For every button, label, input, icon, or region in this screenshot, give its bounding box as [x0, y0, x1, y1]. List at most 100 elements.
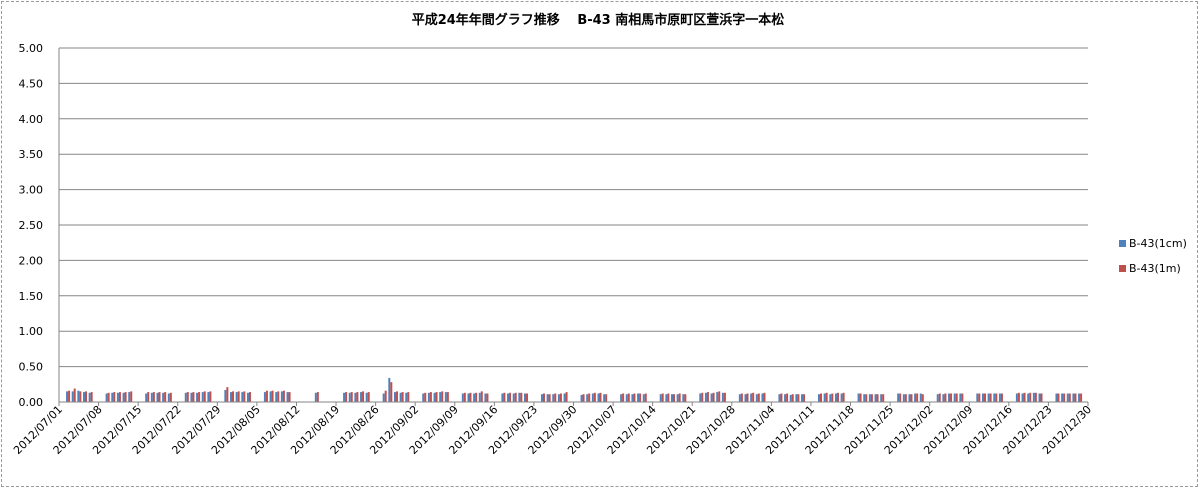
bar	[699, 393, 702, 402]
bar	[786, 393, 789, 402]
bar	[480, 391, 483, 402]
bar	[405, 392, 408, 402]
bar	[388, 377, 391, 402]
bar	[343, 392, 346, 402]
bar	[1080, 393, 1083, 402]
bar	[226, 387, 229, 402]
bar	[128, 392, 131, 402]
legend-swatch	[1119, 265, 1126, 272]
bar	[718, 391, 721, 402]
bar	[921, 394, 924, 402]
bar	[130, 391, 133, 402]
bar	[659, 394, 662, 402]
bar	[639, 393, 642, 402]
bar	[780, 393, 783, 402]
bar	[836, 392, 839, 402]
bar	[520, 392, 523, 402]
bar	[789, 394, 792, 402]
bar	[559, 393, 562, 402]
bar	[184, 392, 187, 402]
bar	[910, 394, 913, 402]
y-tick-label: 3.50	[19, 148, 44, 161]
bar	[486, 393, 489, 402]
bar	[876, 394, 879, 402]
bar	[360, 392, 363, 402]
bar	[582, 394, 585, 402]
bar	[902, 394, 905, 402]
bar	[955, 393, 958, 402]
bar	[563, 393, 566, 402]
bar	[186, 392, 189, 402]
y-tick-label: 1.50	[19, 290, 44, 303]
bar	[350, 392, 353, 402]
bar	[422, 393, 425, 402]
bar	[993, 393, 996, 402]
bar	[345, 392, 348, 402]
bar	[145, 393, 148, 402]
bar	[710, 393, 713, 402]
bar	[831, 393, 834, 402]
bar	[501, 393, 504, 402]
bar	[382, 393, 385, 402]
bar	[348, 392, 351, 402]
bar	[942, 394, 945, 402]
bar	[68, 390, 71, 402]
bar	[740, 393, 743, 402]
bar	[874, 394, 877, 402]
bar	[620, 394, 623, 402]
bar	[983, 393, 986, 402]
bar	[631, 394, 634, 402]
bar	[938, 393, 941, 402]
bar	[548, 394, 551, 402]
bar	[230, 392, 233, 402]
bar	[246, 392, 249, 402]
bar	[542, 393, 545, 402]
bar	[899, 393, 902, 402]
bar	[625, 394, 628, 402]
bar	[503, 392, 506, 402]
bar	[265, 390, 268, 402]
y-tick-label: 3.00	[19, 184, 44, 197]
bar	[90, 392, 93, 402]
bar	[507, 393, 510, 402]
bar	[484, 393, 487, 402]
bar	[473, 393, 476, 402]
bar	[282, 390, 285, 402]
bar	[478, 392, 481, 402]
bar	[552, 394, 555, 402]
bar	[633, 393, 636, 402]
bar	[286, 392, 289, 402]
bar	[314, 392, 317, 402]
bar	[280, 391, 283, 402]
bar	[803, 394, 806, 402]
bar	[77, 390, 80, 402]
bar	[433, 392, 436, 402]
bar	[870, 394, 873, 402]
bar	[113, 392, 116, 402]
bar	[1074, 393, 1077, 402]
bar	[1057, 393, 1060, 402]
bar	[124, 392, 127, 402]
bar	[107, 392, 110, 402]
bar	[424, 392, 427, 402]
bar	[557, 394, 560, 402]
bar	[275, 392, 278, 402]
bar	[757, 393, 760, 402]
bar	[469, 392, 472, 402]
bar	[671, 394, 674, 402]
bar	[224, 389, 227, 402]
bar	[162, 392, 165, 402]
bar	[599, 392, 602, 402]
bar	[1061, 393, 1064, 402]
bar	[936, 394, 939, 402]
y-tick-label: 4.50	[19, 77, 44, 90]
bar	[665, 394, 668, 402]
bar	[801, 394, 804, 402]
bar	[667, 393, 670, 402]
bar	[164, 392, 167, 402]
bar	[122, 392, 125, 402]
bar	[288, 392, 291, 402]
bar	[1072, 393, 1075, 402]
bar	[701, 392, 704, 402]
bar	[546, 394, 549, 402]
